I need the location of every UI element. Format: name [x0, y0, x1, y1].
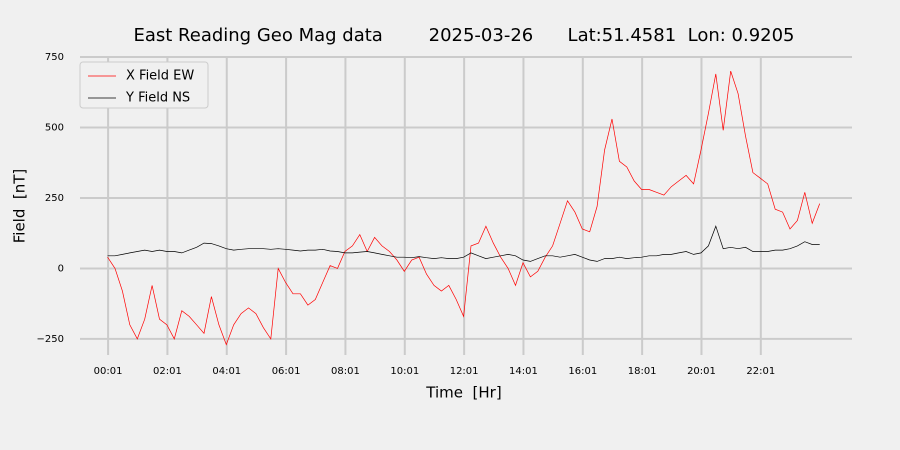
data-line [107, 70, 821, 346]
legend-label: X Field EW [126, 69, 194, 84]
x-tick-label: 22:01 [746, 366, 775, 377]
y-axis-label: Field [nT] [11, 169, 29, 244]
y-tick-label: 500 [45, 122, 64, 133]
legend-box [79, 61, 209, 109]
chart-title: East Reading Geo Mag data 2025-03-26 Lat… [133, 25, 794, 46]
x-tick-label: 04:01 [212, 366, 241, 377]
y-tick-label: 0 [58, 263, 64, 274]
x-tick-label: 18:01 [628, 366, 657, 377]
data-line [107, 225, 820, 262]
x-tick-label: 00:01 [94, 366, 123, 377]
x-tick-label: 20:01 [687, 366, 716, 377]
x-tick-label: 12:01 [450, 366, 479, 377]
x-tick-label: 02:01 [153, 366, 182, 377]
x-axis-label: Time [Hr] [425, 384, 501, 402]
y-tick-label: 250 [45, 193, 64, 204]
y-tick-label: 750 [45, 52, 64, 63]
y-tick-label: −250 [37, 334, 64, 345]
x-tick-label: 16:01 [568, 366, 597, 377]
legend-label: Y Field NS [125, 91, 190, 106]
x-tick-label: 08:01 [331, 366, 360, 377]
x-tick-label: 06:01 [272, 366, 301, 377]
x-tick-label: 10:01 [390, 366, 419, 377]
x-tick-label: 14:01 [509, 366, 538, 377]
